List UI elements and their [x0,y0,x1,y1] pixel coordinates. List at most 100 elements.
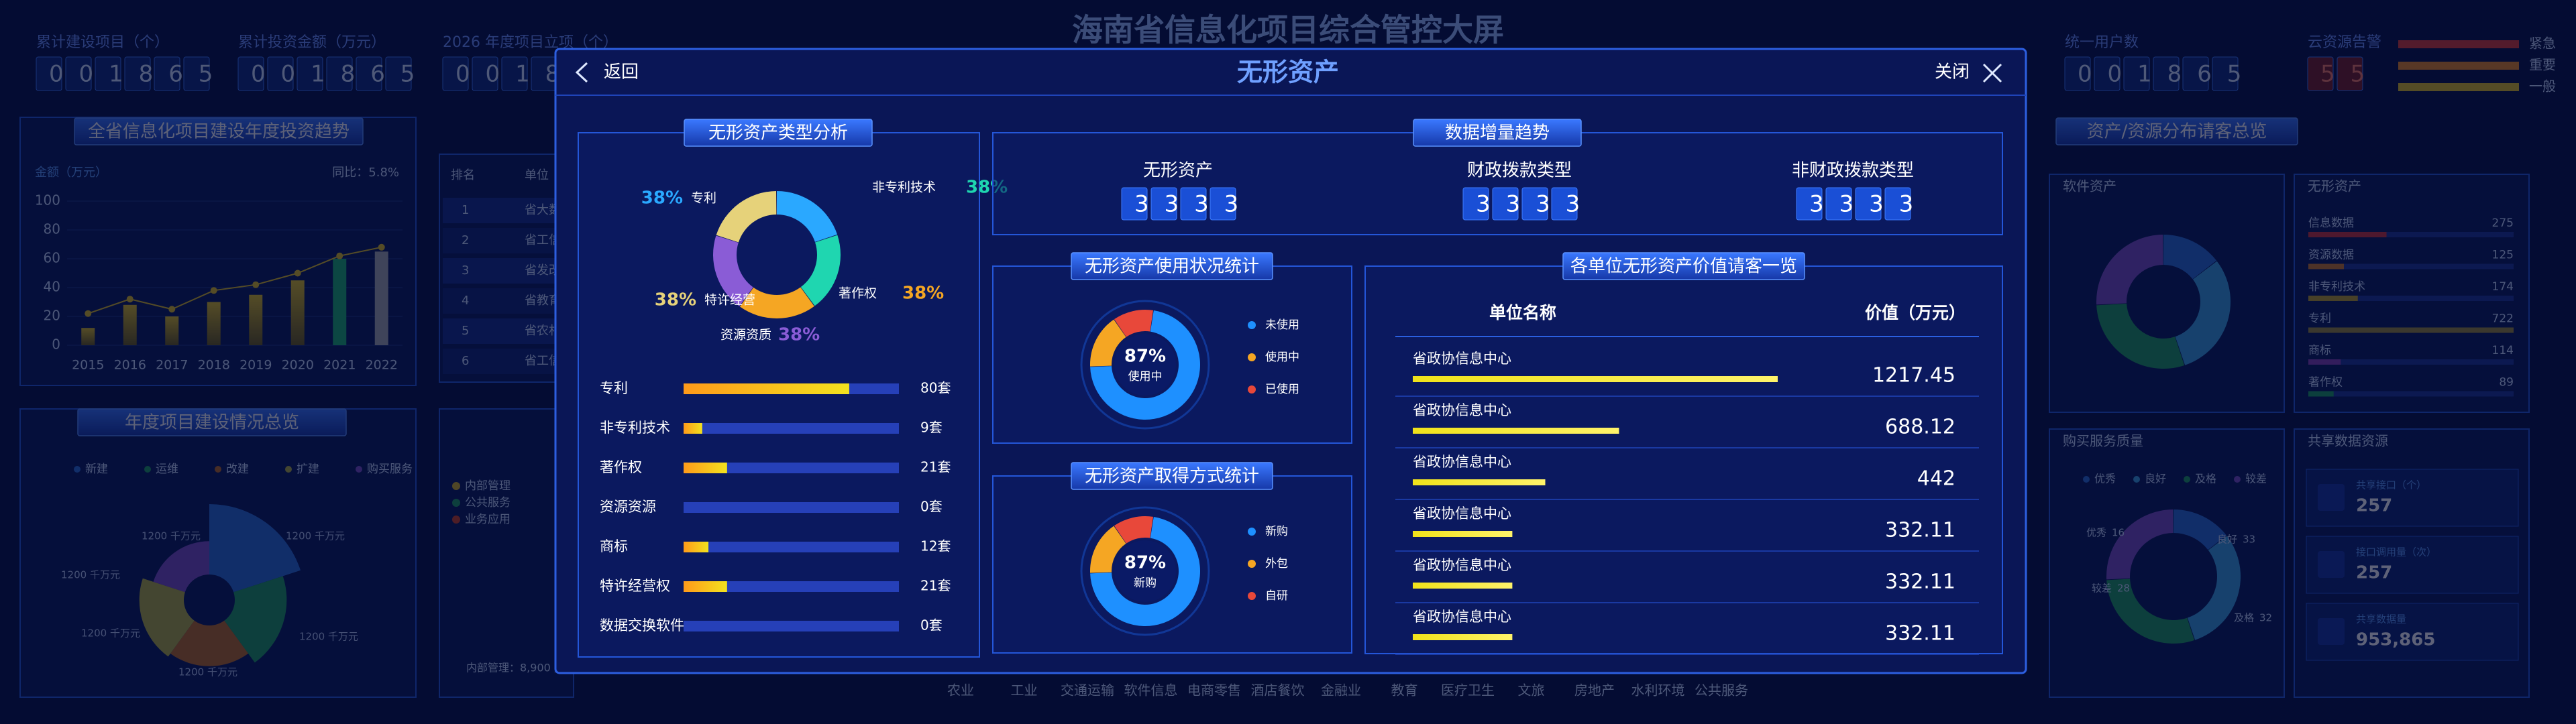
legend-swatch [452,482,460,490]
back-icon[interactable] [575,62,588,83]
panel-title-tag [684,119,873,147]
label: 非财政拨款类型 [1792,161,1914,181]
label[interactable]: 医疗卫生 [1441,682,1495,699]
close-button[interactable]: 关闭 [1935,62,1970,82]
digits: 3333 [1809,191,1929,218]
legend-swatch [356,466,362,473]
label[interactable]: 房地产 [1574,682,1615,699]
donut-segment [2096,235,2163,305]
label: 3 [462,263,469,278]
label: 良好 [2217,534,2237,546]
label[interactable]: 公共服务 [1695,682,1748,699]
label[interactable]: 文旅 [1518,682,1545,699]
label: 价值（万元） [1865,303,1966,322]
label: 资源资源 [600,499,656,515]
y-tick-label: 40 [44,279,60,295]
label: 1200 千万元 [61,569,120,581]
label: 6 [462,354,469,368]
donut-segment [716,191,777,243]
value-label: 332.11 [1885,622,1955,646]
label: 无形资产 [2308,178,2361,194]
label[interactable]: 交通运输 [1061,682,1114,699]
label[interactable]: 金融业 [1321,682,1361,699]
label: 未使用 [1265,318,1299,332]
bar [1413,634,1513,640]
label: 省发改 [525,263,561,278]
label[interactable]: 工业 [1011,682,1038,699]
digit-box [472,56,498,91]
panel-title-tag [1071,462,1273,490]
label: 非专利技术 [2308,280,2365,294]
value-label: 125 [2492,249,2514,262]
bar [2308,232,2387,237]
digit-box [2337,56,2363,91]
dashboard-title: 海南省信息化项目综合管控大屏 [1072,12,1504,48]
bar [684,542,709,552]
track [684,502,899,513]
label[interactable]: 教育 [1391,682,1418,699]
panel-title-tag [1413,119,1582,147]
legend-swatch [2234,476,2241,483]
label: 良好 [2145,473,2166,485]
label[interactable]: 酒店餐饮 [1251,682,1305,699]
label[interactable]: 水利环境 [1631,682,1685,699]
panel [1364,265,2003,654]
panel-title: 无形资产取得方式统计 [1085,467,1259,487]
label: 改建 [226,463,249,476]
digit-box [1884,187,1911,221]
bar [2308,296,2358,301]
panel-title: 无形资产类型分析 [708,123,848,143]
digit-box [385,56,412,91]
legend-swatch [2184,476,2190,483]
label: 特许经营权 [600,578,670,594]
label: 一般 [2529,78,2556,95]
legend-swatch [215,466,221,473]
label: 省政协信息中心 [1413,609,1511,625]
table-row [443,318,570,344]
bar [290,280,305,345]
back-button[interactable]: 返回 [604,62,639,82]
label: 排名 [451,168,475,182]
label: 统一用户数 [2065,34,2139,51]
panel-title-tag [1071,252,1273,280]
label: 省大数 [525,203,561,217]
value-label: 0套 [920,499,943,515]
value-label: 38% [655,290,696,310]
donut-segment [2106,509,2174,580]
close-icon[interactable] [1982,63,2002,83]
panel-title: 无形资产使用状况统计 [1085,257,1259,277]
panel [2049,174,2285,413]
track [2308,359,2514,365]
donut-segment [1114,310,1154,337]
bar [684,423,702,434]
digits: 001865 [2078,61,2257,88]
label: 外包 [1265,557,1288,570]
label[interactable]: 软件信息 [1124,682,1178,699]
digit-box [1492,187,1519,221]
donut-segment [2175,261,2231,365]
table-row [443,258,570,284]
label: 单位 [525,168,549,182]
panel-title: 各单位无形资产价值请客一览 [1570,257,1797,277]
label: 非专利技术 [600,420,670,436]
label: 优秀 [2094,473,2116,485]
label: 省政协信息中心 [1413,454,1511,470]
label: 共享数据资源 [2308,433,2388,449]
label: 较差 [2245,473,2267,485]
table-row [443,198,570,223]
donut-segment [739,287,814,319]
label: 省政协信息中心 [1413,402,1511,418]
label: 云资源告警 [2308,34,2381,51]
label: 同比：5.8% [332,166,399,180]
label[interactable]: 电商零售 [1187,682,1241,699]
line-point [85,310,92,317]
legend-swatch [144,466,151,473]
label: 专利 [2308,312,2331,326]
panel [2294,174,2530,413]
digit-box [95,56,121,91]
label[interactable]: 农业 [947,682,974,699]
donut-center [1114,334,1176,396]
value-label: 174 [2492,280,2514,294]
